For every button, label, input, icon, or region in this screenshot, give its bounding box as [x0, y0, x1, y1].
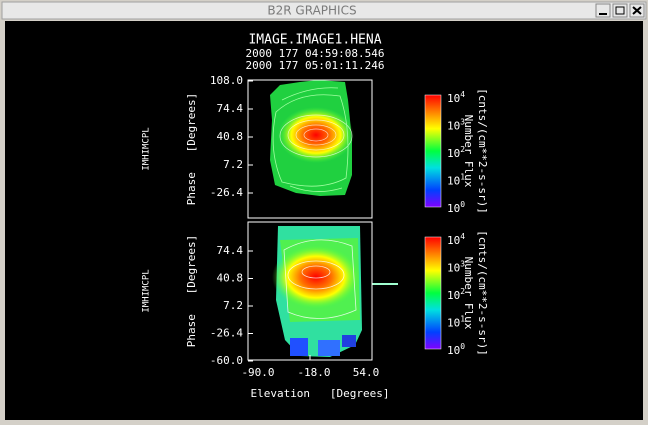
colorbar-tick-label: 101 — [447, 314, 465, 330]
tick-exponent: 3 — [460, 259, 465, 268]
tick-exponent: 0 — [460, 342, 465, 351]
y-tick-label: -60.0 — [210, 354, 243, 367]
colorbar-tick-label: 100 — [447, 342, 465, 358]
colorbar-units: [cnts/(cm**2-s-sr)] — [476, 88, 489, 214]
tick-base: 10 — [447, 175, 460, 188]
tick-exponent: 4 — [460, 232, 465, 241]
tick-exponent: 0 — [460, 200, 465, 209]
tick-base: 10 — [447, 147, 460, 160]
end-time: 2000 177 05:01:11.246 — [245, 59, 384, 72]
y-tick-label: -26.4 — [210, 327, 243, 340]
top-plot-frame — [247, 79, 373, 219]
tick-base: 10 — [447, 120, 460, 133]
tick-exponent: 3 — [460, 117, 465, 126]
y-tick-label: 74.4 — [217, 244, 244, 257]
tick-base: 10 — [447, 202, 460, 215]
tick-base: 10 — [447, 289, 460, 302]
plot-title: IMAGE.IMAGE1.HENA — [248, 33, 381, 48]
window-buttons[interactable] — [595, 3, 645, 18]
y-tick-label: 7.2 — [223, 299, 243, 312]
bottom-image — [272, 226, 398, 357]
colorbar-tick-label: 102 — [447, 145, 465, 161]
colorbar-tick-label: 104 — [447, 90, 465, 106]
tick-base: 10 — [447, 317, 460, 330]
colorbar-tick-label: 100 — [447, 200, 465, 216]
tick-base: 10 — [447, 92, 460, 105]
x-tick-label: -90.0 — [241, 366, 274, 379]
tick-base: 10 — [447, 344, 460, 357]
window-title: B2R GRAPHICS — [267, 4, 356, 18]
title-bar — [1, 1, 647, 20]
y-tick-label: 74.4 — [217, 102, 244, 115]
y-axis-label: Phase [Degrees] — [185, 93, 198, 206]
colorbar-tick-label: 103 — [447, 117, 465, 133]
top-image — [270, 80, 354, 196]
colorbar-tick-label: 102 — [447, 287, 465, 303]
tick-base: 10 — [447, 234, 460, 247]
x-tick-label: 54.0 — [353, 366, 380, 379]
colorbar-label: Number Flux — [462, 257, 475, 330]
colorbar-tick-label: 101 — [447, 172, 465, 188]
x-axis-label: Elevation [Degrees] — [250, 387, 389, 400]
y-tick-label: -26.4 — [210, 186, 243, 199]
colorbar — [424, 94, 442, 208]
colorbar-tick-label: 104 — [447, 232, 465, 248]
colorbar-tick-label: 103 — [447, 259, 465, 275]
start-time: 2000 177 04:59:08.546 — [245, 47, 384, 60]
tick-exponent: 1 — [460, 314, 465, 323]
colorbar — [424, 236, 442, 350]
maximize-button[interactable] — [612, 3, 628, 18]
y-tick-label: 108.0 — [210, 74, 243, 87]
tick-base: 10 — [447, 262, 460, 275]
tick-exponent: 2 — [460, 287, 465, 296]
y-tick-label: 40.8 — [217, 130, 244, 143]
minimize-button[interactable] — [595, 3, 611, 18]
x-tick-label: -18.0 — [297, 366, 330, 379]
tick-exponent: 4 — [460, 90, 465, 99]
side-label: IMHIMCPL — [142, 269, 152, 312]
colorbar-units: [cnts/(cm**2-s-sr)] — [476, 230, 489, 356]
tick-exponent: 2 — [460, 145, 465, 154]
y-tick-label: 40.8 — [217, 272, 244, 285]
colorbar-label: Number Flux — [462, 115, 475, 188]
tick-exponent: 1 — [460, 172, 465, 181]
y-tick-label: 7.2 — [223, 158, 243, 171]
y-axis-label: Phase [Degrees] — [185, 235, 198, 348]
side-label: IMHIMCPL — [142, 127, 152, 170]
